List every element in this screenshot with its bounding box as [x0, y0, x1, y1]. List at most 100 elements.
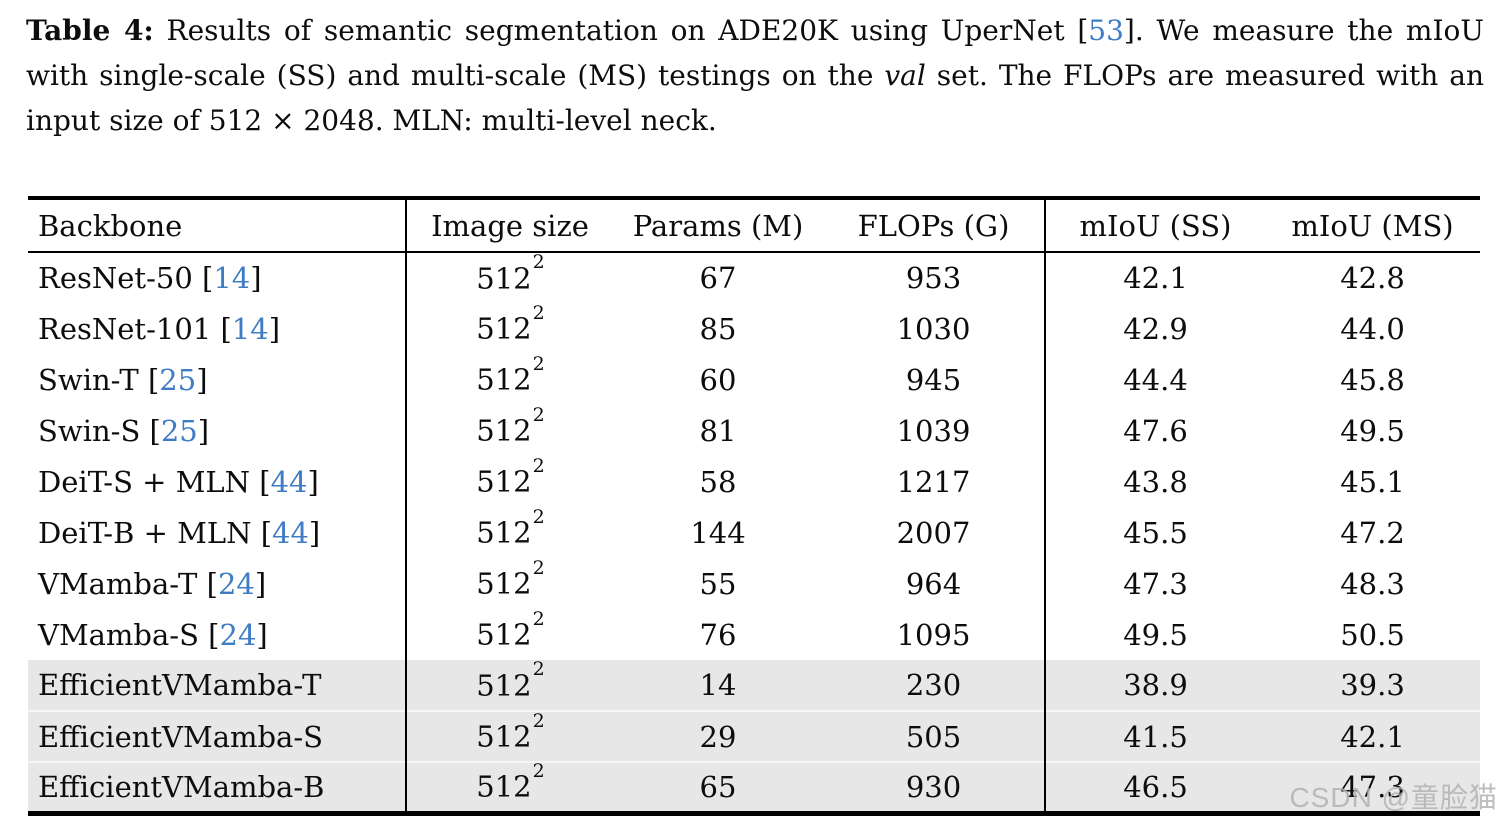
image-size-exponent: 2 — [532, 454, 545, 477]
table-row: VMamba-T [24] 5122 55 964 47.3 48.3 — [28, 556, 1480, 609]
cell-miou-ss: 38.9 — [1044, 660, 1265, 711]
cell-image-size: 5122 — [405, 607, 613, 660]
caption-segment: ]. We measure the mIoU with single-scale… — [26, 14, 1484, 92]
cell-miou-ms: 42.1 — [1265, 710, 1480, 762]
cell-miou-ss: 49.5 — [1044, 609, 1265, 660]
cell-flops: 1095 — [896, 617, 971, 652]
cite-bracket-close: ] — [256, 617, 268, 652]
cell-miou-ss: 47.6 — [1044, 405, 1265, 456]
watermark: CSDN @童脸猫 — [1289, 782, 1498, 813]
col-header-params: Params (M) — [613, 198, 823, 253]
cell-backbone: Swin-T [25] — [28, 354, 406, 405]
image-size-base: 512 — [476, 311, 532, 346]
citation-link[interactable]: 25 — [159, 362, 197, 397]
citation-link[interactable]: 14 — [213, 261, 251, 295]
cell-miou-ms: 48.3 — [1340, 566, 1405, 601]
cell-params: 144 — [690, 515, 746, 550]
cell-miou-ss: 41.5 — [1044, 710, 1265, 762]
caption-segment: Results of semantic segmentation on ADE2… — [153, 14, 1089, 47]
table-row: EfficientVMamba-S 5122 29 505 41.5 42.1 — [28, 709, 1480, 762]
cite-bracket-close: ] — [196, 362, 208, 397]
image-size-exponent: 2 — [532, 352, 545, 375]
caption-segment: set. The FLOPs are measured with an inpu… — [26, 59, 1484, 137]
cell-miou-ms: 45.8 — [1340, 362, 1405, 397]
cell-backbone: ResNet-101 [14] — [28, 303, 406, 354]
citation-link[interactable]: 44 — [270, 464, 308, 499]
citation-link[interactable]: 24 — [219, 617, 257, 652]
cell-backbone: DeiT-S + MLN [44] — [28, 456, 406, 507]
image-size-exponent: 2 — [532, 505, 545, 528]
backbone-name: ResNet-101 — [38, 311, 212, 346]
cell-flops: 230 — [823, 660, 1045, 711]
image-size-base: 512 — [476, 770, 532, 805]
cite-bracket-open: [ — [220, 311, 232, 346]
cell-flops: 964 — [905, 566, 962, 601]
cell-params: 29 — [613, 710, 823, 762]
cell-miou-ms: 50.5 — [1340, 617, 1405, 652]
backbone-name: EfficientVMamba-T — [38, 668, 322, 702]
cell-miou-ss: 42.1 — [1044, 252, 1265, 303]
image-size-exponent: 2 — [532, 556, 545, 579]
cell-miou-ms: 42.8 — [1340, 261, 1405, 295]
cell-flops: 930 — [823, 761, 1045, 813]
cell-miou-ss: 44.4 — [1044, 354, 1265, 405]
caption-segment: val — [884, 59, 926, 92]
citation-link[interactable]: 24 — [217, 566, 255, 601]
cell-params: 85 — [699, 311, 737, 346]
caption-citation-link[interactable]: 53 — [1088, 14, 1124, 47]
cell-flops: 1217 — [896, 464, 971, 499]
image-size-exponent: 2 — [532, 251, 545, 274]
image-size-exponent: 2 — [532, 403, 545, 426]
table-row: Swin-T [25] 5122 60 945 44.4 45.8 — [28, 352, 1480, 405]
col-header-flops: FLOPs (G) — [823, 198, 1045, 253]
cite-bracket-open: [ — [259, 464, 271, 499]
cell-backbone: VMamba-S [24] — [28, 609, 406, 660]
cite-bracket-close: ] — [307, 464, 319, 499]
cell-image-size: 5122 — [405, 759, 613, 813]
cite-bracket-close: ] — [308, 515, 321, 550]
cell-flops: 1039 — [896, 413, 971, 448]
cite-bracket-open: [ — [208, 617, 220, 652]
citation-link[interactable]: 14 — [231, 311, 269, 346]
cell-miou-ms: 47.3 — [1265, 761, 1480, 813]
cell-image-size: 5122 — [405, 251, 613, 303]
image-size-exponent: 2 — [532, 709, 545, 732]
cite-bracket-open: [ — [206, 566, 218, 601]
backbone-name: VMamba-T — [38, 566, 198, 601]
cell-backbone: EfficientVMamba-T — [28, 660, 406, 711]
cell-miou-ss: 47.3 — [1044, 558, 1265, 609]
image-size-base: 512 — [476, 413, 532, 448]
cell-backbone: Swin-S [25] — [28, 405, 406, 456]
cell-params: 76 — [699, 617, 737, 652]
cite-bracket-open: [ — [202, 261, 214, 295]
col-header-miou_ms: mIoU (MS) — [1265, 198, 1480, 253]
table-caption: Table 4: Results of semantic segmentatio… — [26, 8, 1484, 143]
backbone-name: DeiT-B + MLN — [38, 515, 252, 550]
cell-flops: 1030 — [896, 311, 971, 346]
table-row: EfficientVMamba-T 5122 14 230 38.9 39.3 — [28, 658, 1480, 711]
image-size-exponent: 2 — [532, 607, 545, 630]
cell-params: 65 — [613, 761, 823, 813]
cell-miou-ss: 46.5 — [1044, 761, 1265, 813]
cell-image-size: 5122 — [405, 556, 613, 609]
cell-params: 67 — [699, 261, 737, 295]
backbone-name: ResNet-50 — [38, 261, 193, 295]
image-size-exponent: 2 — [532, 658, 545, 681]
image-size-base: 512 — [476, 566, 532, 601]
cite-bracket-open: [ — [149, 413, 161, 448]
cell-flops: 945 — [905, 362, 962, 397]
citation-link[interactable]: 44 — [272, 515, 309, 550]
cell-backbone: EfficientVMamba-S — [28, 710, 406, 762]
table-row: Swin-S [25] 5122 81 1039 47.6 49.5 — [28, 403, 1480, 456]
caption-segment: Table 4: — [26, 14, 154, 47]
image-size-base: 512 — [476, 261, 532, 296]
cell-params: 58 — [699, 464, 737, 499]
cell-image-size: 5122 — [405, 352, 613, 405]
cell-miou-ss: 43.8 — [1044, 456, 1265, 507]
cell-backbone: EfficientVMamba-B — [28, 761, 406, 813]
backbone-name: Swin-S — [38, 413, 141, 448]
backbone-name: VMamba-S — [38, 617, 199, 652]
image-size-exponent: 2 — [532, 759, 545, 782]
citation-link[interactable]: 25 — [160, 413, 198, 448]
table-row: DeiT-S + MLN [44] 5122 58 1217 43.8 45.1 — [28, 454, 1480, 507]
